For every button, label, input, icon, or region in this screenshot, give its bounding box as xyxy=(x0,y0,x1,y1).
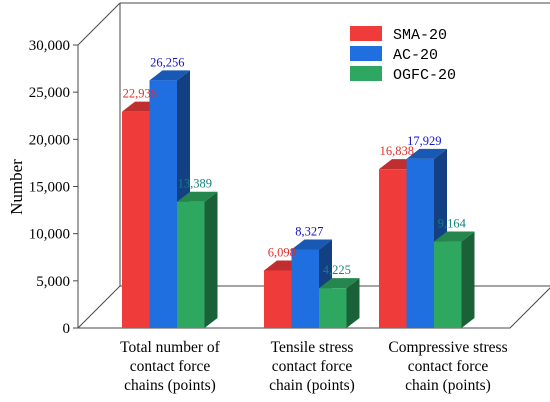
legend: SMA-20 AC-20 OGFC-20 xyxy=(350,26,456,84)
legend-item: SMA-20 xyxy=(350,26,447,44)
y-tick-label: 10,000 xyxy=(29,227,70,243)
data-label: 8,327 xyxy=(295,224,323,238)
data-label: 6,098 xyxy=(268,245,296,259)
legend-label: AC-20 xyxy=(393,47,438,64)
data-label: 17,929 xyxy=(407,134,441,148)
category-label: Tensile stress contact force chain (points… xyxy=(269,339,355,394)
category-label: Compressive stress contact force chain (po… xyxy=(388,339,507,394)
bar-ogfc-20-1 xyxy=(177,191,218,328)
data-label: 26,256 xyxy=(150,55,184,69)
y-axis-label: Number xyxy=(7,159,26,215)
y-tick-label: 20,000 xyxy=(29,132,70,148)
legend-label: OGFC-20 xyxy=(393,67,456,84)
legend-item: AC-20 xyxy=(350,46,438,64)
y-tick-label: 5,000 xyxy=(36,274,70,290)
data-label: 4,225 xyxy=(323,263,351,277)
y-tick-label: 30,000 xyxy=(29,38,70,54)
bar-ogfc-20-2 xyxy=(319,278,360,328)
y-tick-label: 25,000 xyxy=(29,85,70,101)
top-left-edge xyxy=(77,2,121,46)
data-labels: 22,936 6,098 16,838 26,256 8,327 17,929 13,389… xyxy=(123,55,467,277)
category-label: Total number of contact force chains (poin… xyxy=(120,339,220,394)
category-labels: Total number of contact force chains (poin… xyxy=(120,339,507,394)
data-label: 13,389 xyxy=(178,177,212,191)
data-label: 16,838 xyxy=(380,144,414,158)
y-tick-label: 15,000 xyxy=(29,180,70,196)
legend-label: SMA-20 xyxy=(393,27,447,44)
legend-item: OGFC-20 xyxy=(350,66,456,84)
data-label: 9,164 xyxy=(438,217,467,231)
y-axis-ticks: 0 5,000 10,000 15,000 20,000 25,000 30,000 xyxy=(29,38,78,337)
y-tick-label: 0 xyxy=(63,321,71,337)
data-label: 22,936 xyxy=(123,87,157,101)
bar-ogfc-20-3 xyxy=(434,231,475,328)
legend-swatch xyxy=(350,26,382,41)
legend-swatch xyxy=(350,66,382,81)
bars xyxy=(122,70,475,329)
legend-swatch xyxy=(350,46,382,61)
